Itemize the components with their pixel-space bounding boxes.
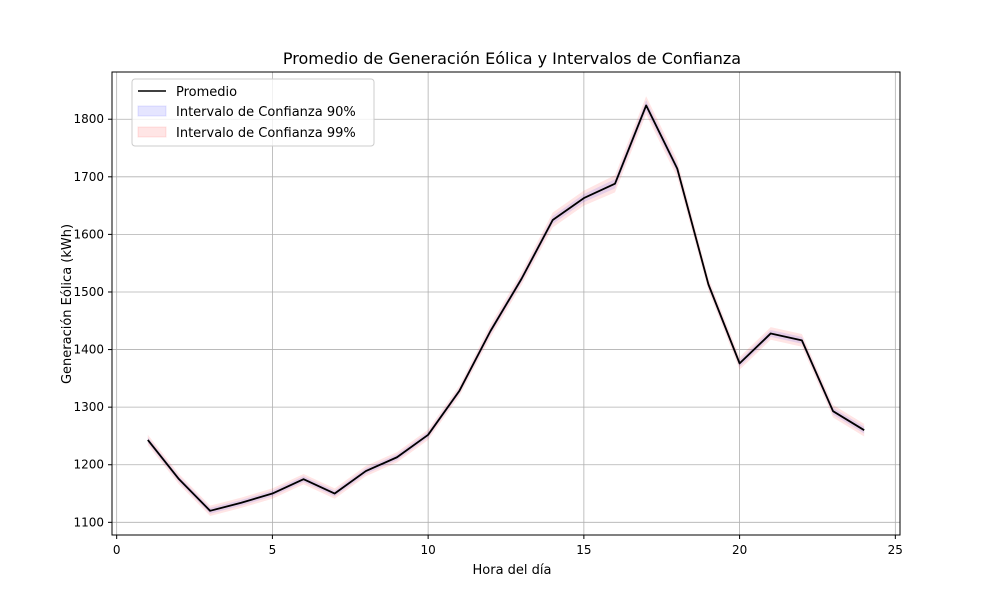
x-tick-label: 10 [420,543,435,557]
plot-area-frame [111,71,901,536]
y-tick-label: 1700 [73,170,104,184]
legend-swatch-ci90 [137,105,167,117]
mean-line [147,104,865,512]
x-tick-label: 0 [113,543,121,557]
y-tick-label: 1600 [73,227,104,241]
grid-lines [112,72,900,535]
x-tick-label: 25 [888,543,903,557]
legend-label-ci99: Intervalo de Confianza 99% [176,126,356,141]
legend-label-promedio: Promedio [176,85,237,100]
confidence-band-90 [147,100,865,514]
y-tick-label: 1800 [73,112,104,126]
x-axis-label: Hora del día [473,563,552,578]
x-tick-label: 20 [732,543,747,557]
y-tick-label: 1300 [73,400,104,414]
y-tick-label: 1100 [73,515,104,529]
legend-swatch-ci99 [137,126,167,138]
y-tick-label: 1400 [73,343,104,357]
y-tick-label: 1500 [73,285,104,299]
legend-box [131,78,375,147]
mean-line-layer [147,104,865,512]
y-axis-ticks: 1100 1200 1300 1400 1500 1600 1700 1800 [73,112,112,529]
x-tick-label: 5 [269,543,277,557]
x-axis-ticks: 0 5 10 15 20 25 [113,535,903,557]
legend-label-ci90: Intervalo de Confianza 90% [176,105,356,120]
legend: Promedio Intervalo de Confianza 90% Inte… [131,78,375,147]
chart-title: Promedio de Generación Eólica y Interval… [283,49,741,68]
y-tick-label: 1200 [73,458,104,472]
x-tick-label: 15 [576,543,591,557]
y-axis-label: Generación Eólica (kWh) [60,224,75,384]
